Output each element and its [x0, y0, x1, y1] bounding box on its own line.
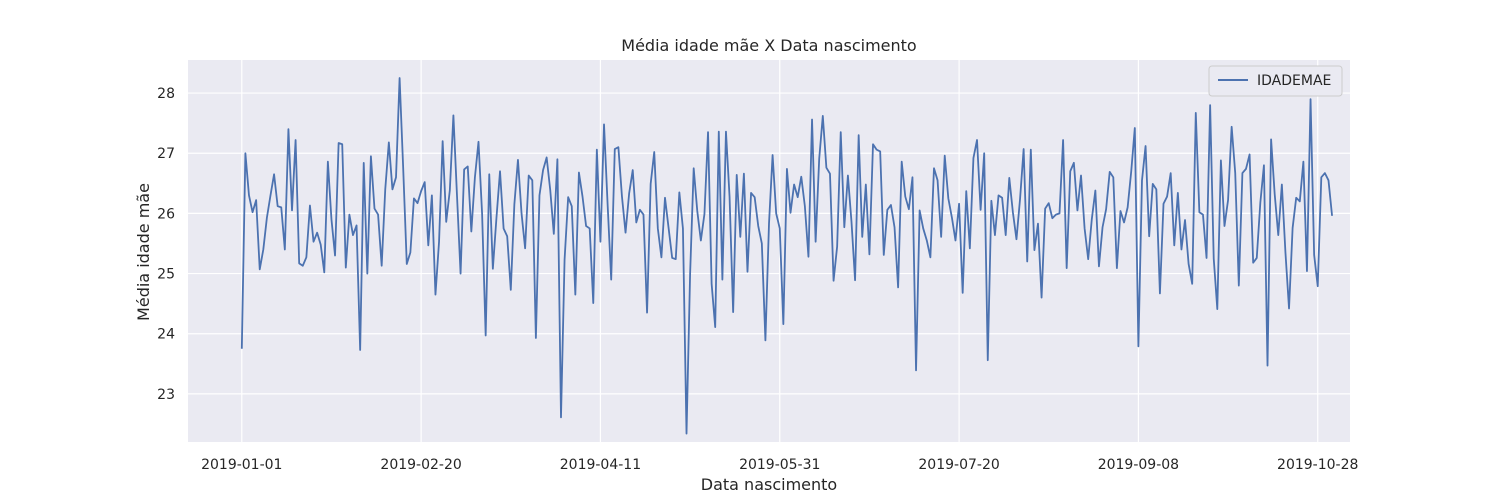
x-tick-label: 2019-02-20 — [380, 457, 461, 473]
y-axis-label: Média idade mãe — [134, 183, 153, 321]
x-tick-label: 2019-05-31 — [739, 457, 820, 473]
x-tick-label: 2019-04-11 — [560, 457, 641, 473]
legend-label: IDADEMAE — [1257, 73, 1331, 89]
chart-title: Média idade mãe X Data nascimento — [621, 36, 916, 55]
legend-box — [1208, 65, 1343, 97]
y-tick-label: 24 — [157, 327, 175, 343]
x-tick-label: 2019-09-08 — [1098, 457, 1179, 473]
series-line-idademae — [240, 77, 1333, 435]
x-tick-label: 2019-10-28 — [1277, 457, 1358, 473]
y-tick-label: 25 — [157, 267, 175, 283]
x-tick-labels: 2019-01-01 2019-02-20 2019-04-11 2019-05-31… — [201, 457, 1358, 473]
x-axis-label: Data nascimento — [701, 475, 837, 494]
y-tick-label: 28 — [157, 86, 175, 102]
series-layer — [240, 77, 1333, 435]
y-tick-label: 23 — [157, 387, 175, 403]
y-tick-label: 26 — [157, 206, 175, 222]
legend: IDADEMAE — [1208, 65, 1343, 97]
x-tick-label: 2019-07-20 — [918, 457, 999, 473]
y-tick-labels: 23 24 25 26 27 28 — [157, 86, 175, 403]
x-tick-label: 2019-01-01 — [201, 457, 282, 473]
y-tick-label: 27 — [157, 146, 175, 162]
